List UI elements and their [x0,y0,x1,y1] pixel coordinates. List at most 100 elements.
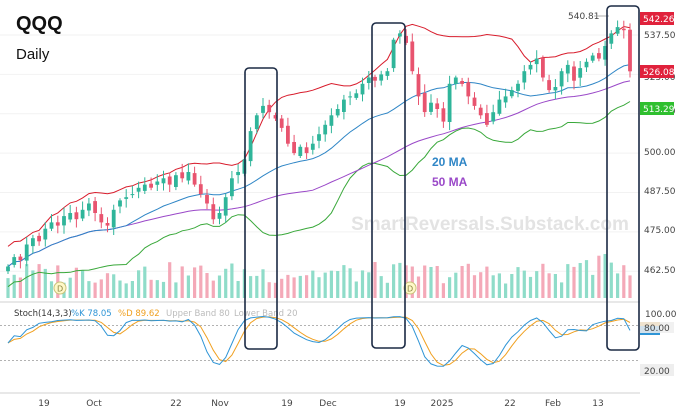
volume-bar-12 [81,270,85,298]
candle-97 [609,30,614,49]
candle-52 [329,108,334,134]
candle-body-19 [124,197,129,199]
volume-bar-70 [441,283,445,298]
candle-body-20 [130,194,135,196]
volume-bar-5 [37,264,41,298]
volume-bar-76 [479,272,483,298]
y-tick-537: 537.50 [644,31,676,41]
candle-body-46 [292,142,296,154]
volume-bar-29 [186,275,190,298]
watermark: SmartReversals.Substack.com [351,214,629,235]
volume-bar-3 [25,264,29,298]
candle-34 [217,206,222,225]
volume-bar-26 [168,262,172,298]
candle-body-22 [142,184,147,191]
highlight-box-february [606,5,640,351]
price-tag-lower-text: 513.29 [643,105,675,115]
candle-body-85 [534,58,539,65]
volume-bar-93 [584,260,589,298]
volume-bar-55 [348,268,352,298]
candle-body-61 [385,71,390,76]
stoch-level-20: 20.00 [644,367,670,377]
volume-bar-61 [385,282,389,298]
volume-bar-52 [329,270,333,298]
candle-body-98 [615,27,620,34]
candle-37 [236,164,240,184]
volume-bar-79 [497,273,501,298]
volume-bar-49 [311,270,315,298]
volume-bar-35 [224,268,228,298]
x-tick-10: 13 [592,399,603,409]
candle-100 [628,23,632,78]
x-tick-7: 2025 [431,399,454,409]
volume-bar-92 [578,263,582,298]
volume-bar-56 [354,281,358,298]
volume-bar-19 [124,283,128,298]
candle-84 [528,61,533,75]
candle-body-57 [360,83,365,95]
volume-bar-50 [317,277,321,298]
candle-48 [304,142,309,159]
candle-28 [180,163,185,183]
candle-body-59 [373,76,377,81]
volume-bar-31 [199,265,203,298]
candle-88 [553,79,558,100]
volume-bar-32 [205,273,209,298]
x-tick-0: 19 [38,399,50,409]
candle-body-74 [466,82,471,97]
volume-bar-10 [68,277,72,298]
candle-18 [118,198,122,214]
candle-body-62 [391,39,396,69]
candle-body-3 [24,244,29,261]
candle-body-16 [105,223,110,226]
candle-79 [497,90,502,116]
candle-8 [55,215,60,234]
candle-body-15 [99,214,104,223]
volume-bar-97 [609,262,613,298]
volume-bar-27 [174,282,178,298]
candle-body-42 [267,104,272,113]
candle-body-47 [298,146,303,156]
candle-body-86 [541,57,545,78]
candle-74 [466,77,471,105]
volume-bar-39 [249,276,253,298]
candle-82 [516,80,520,98]
candle-body-87 [547,80,551,91]
candle-25 [161,170,166,191]
candle-body-30 [192,173,197,185]
volume-bar-33 [211,280,215,298]
candle-72 [453,75,458,90]
candle-body-91 [572,66,576,81]
volume-bar-22 [143,266,147,298]
candle-body-2 [18,256,23,261]
candle-42 [267,99,272,119]
volume-bar-16 [105,273,110,298]
candle-body-13 [87,203,91,211]
candle-body-27 [174,175,178,187]
volume-bar-48 [305,275,309,298]
x-tick-6: 19 [394,399,406,409]
candle-10 [68,205,73,223]
stoch-k-label: %K 78.05 [71,309,112,319]
candle-57 [360,77,365,102]
volume-bar-68 [429,267,433,298]
volume-bar-47 [298,275,302,298]
volume-bar-24 [155,280,159,298]
candle-47 [298,144,303,158]
candle-body-40 [254,115,259,130]
candle-body-41 [261,105,265,113]
candle-53 [335,104,340,118]
candle-49 [310,135,315,155]
candle-body-0 [6,266,10,272]
candle-26 [167,172,172,192]
candle-51 [323,120,328,142]
candle-body-54 [342,99,346,112]
candle-12 [80,201,85,222]
candle-63 [398,30,402,44]
volume-bar-64 [404,265,408,298]
candle-56 [354,89,359,100]
candle-59 [373,74,377,88]
volume-bar-30 [193,267,197,298]
svg-text:D: D [407,285,413,294]
volume-bar-73 [460,266,464,298]
